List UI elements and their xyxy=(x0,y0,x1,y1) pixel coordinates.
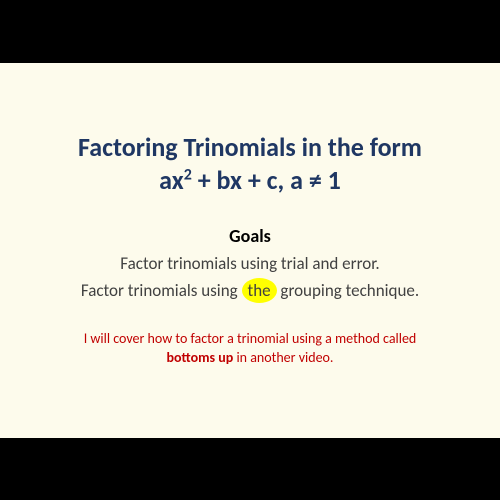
title-line-2: ax2 + bx + c, a ≠ 1 xyxy=(20,165,480,196)
goal-2: Factor trinomials using the grouping tec… xyxy=(20,278,480,303)
title-formula-pre: ax xyxy=(159,164,184,196)
goal-2-pre: Factor trinomials using xyxy=(81,280,242,301)
title-formula-sup: 2 xyxy=(184,166,192,185)
note-post: in another video. xyxy=(233,349,333,366)
title-formula-post: + bx + c, a ≠ 1 xyxy=(192,164,341,196)
note-bold: bottoms up xyxy=(167,349,234,366)
title-line-1: Factoring Trinomials in the form xyxy=(20,132,480,163)
goal-1: Factor trinomials using trial and error. xyxy=(20,253,480,274)
highlight-word: the xyxy=(242,278,277,303)
goals-heading: Goals xyxy=(20,225,480,247)
note-line-1: I will cover how to factor a trinomial u… xyxy=(84,330,417,347)
goal-2-post: grouping technique. xyxy=(277,280,420,301)
note-text: I will cover how to factor a trinomial u… xyxy=(20,329,480,368)
slide-content: Factoring Trinomials in the form ax2 + b… xyxy=(0,63,500,438)
